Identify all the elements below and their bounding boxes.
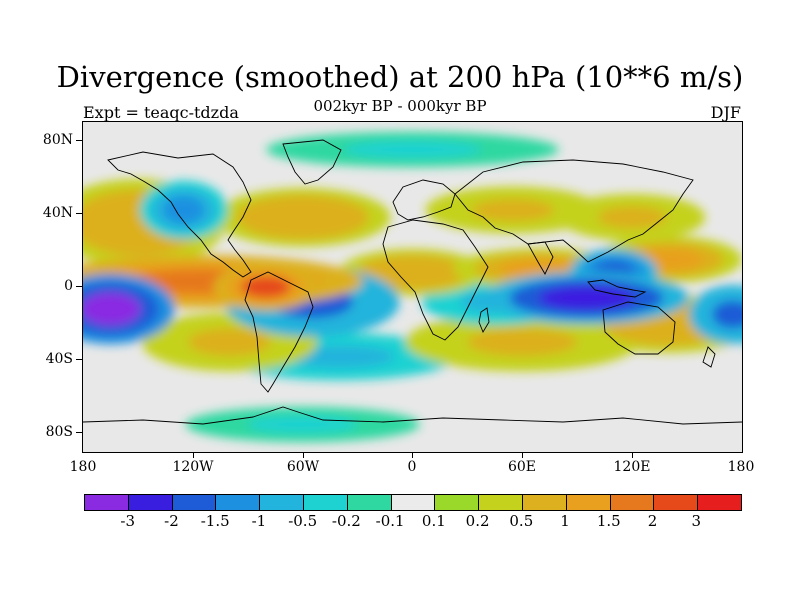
colorbar-swatch [698, 495, 741, 510]
coastlines [83, 139, 742, 425]
colorbar-swatch [128, 495, 173, 510]
divergence-blob [467, 328, 578, 356]
lat-label-0: 0 [64, 278, 73, 294]
colorbar-label: -1 [251, 512, 267, 530]
map-panel [82, 121, 743, 453]
colorbar-swatch [216, 495, 261, 510]
lon-tick [193, 452, 194, 458]
divergence-blob [83, 292, 141, 326]
lat-tick [76, 432, 82, 433]
divergence-map [83, 131, 742, 443]
lat-tick [76, 140, 82, 141]
colorbar-swatch [435, 495, 480, 510]
colorbar-swatch [260, 495, 304, 510]
lon-label-180w: 180 [69, 459, 97, 475]
lat-tick [76, 213, 82, 214]
colorbar-label: 1.5 [596, 512, 621, 530]
colorbar-label: 2 [647, 512, 658, 530]
divergence-blob [163, 196, 205, 224]
plot-title: Divergence (smoothed) at 200 hPa (10**6 … [56, 60, 744, 94]
season-label: DJF [710, 103, 741, 122]
colorbar-swatch [347, 495, 392, 510]
divergence-blob [597, 206, 667, 229]
colorbar-swatch [610, 495, 655, 510]
divergence-blob [712, 300, 742, 329]
divergence-blob [241, 276, 291, 298]
divergence-blob [188, 328, 271, 356]
lat-label-80s: 80S [45, 424, 73, 440]
colorbar-label: -2 [164, 512, 179, 530]
colorbar [84, 494, 742, 511]
lat-tick [76, 359, 82, 360]
lon-label-180e: 180 [727, 459, 755, 475]
colorbar-swatch [391, 495, 436, 510]
colorbar-label: -3 [120, 512, 136, 530]
lon-tick [632, 452, 633, 458]
divergence-blob [378, 261, 447, 284]
lat-label-40s: 40S [45, 351, 73, 367]
lon-label-120w: 120W [172, 459, 214, 475]
lon-tick [522, 452, 523, 458]
lon-label-60e: 60E [507, 459, 537, 475]
divergence-blob [471, 199, 555, 221]
colorbar-label: 3 [691, 512, 702, 530]
divergence-blob [538, 285, 635, 311]
lon-label-120e: 120E [613, 459, 651, 475]
divergence-field [83, 131, 742, 443]
lon-tick [412, 452, 413, 458]
colorbar-label: 0.5 [509, 512, 534, 530]
colorbar-swatch [566, 495, 611, 510]
colorbar-label: 0.1 [421, 512, 446, 530]
divergence-blob [261, 203, 344, 232]
lon-tick [303, 452, 304, 458]
divergence-blob [343, 141, 482, 158]
divergence-blob [247, 416, 358, 433]
colorbar-swatch [85, 495, 129, 510]
colorbar-swatch [303, 495, 348, 510]
colorbar-label: 0.2 [465, 512, 490, 530]
colorbar-swatch [479, 495, 523, 510]
lat-tick [76, 286, 82, 287]
colorbar-label: -0.2 [331, 512, 361, 530]
period-label: 002kyr BP - 000kyr BP [313, 97, 487, 115]
lat-label-80n: 80N [42, 132, 73, 148]
colorbar-label: -1.5 [200, 512, 230, 530]
colorbar-swatch [172, 495, 217, 510]
lon-label-0: 0 [407, 459, 417, 475]
colorbar-label: -0.1 [375, 512, 405, 530]
lon-label-60w: 60W [286, 459, 320, 475]
colorbar-label: -0.5 [288, 512, 318, 530]
colorbar-label: 1 [560, 512, 570, 530]
lat-label-40n: 40N [42, 205, 73, 221]
colorbar-swatch [654, 495, 699, 510]
colorbar-swatch [522, 495, 567, 510]
experiment-label: Expt = teaqc-tdzda [83, 103, 239, 122]
